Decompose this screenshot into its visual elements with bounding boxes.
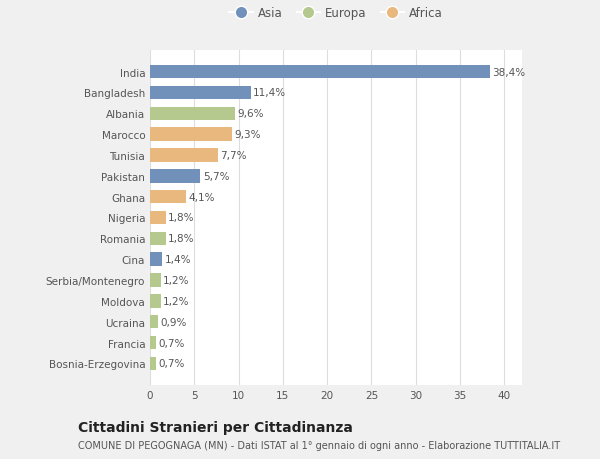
Text: 9,6%: 9,6% [237,109,264,119]
Bar [150,315,158,329]
Text: 1,2%: 1,2% [163,275,190,285]
Bar [150,336,156,350]
Text: 5,7%: 5,7% [203,172,229,181]
Bar [150,170,200,183]
Bar [150,66,490,79]
Legend: Asia, Europa, Africa: Asia, Europa, Africa [224,3,448,25]
Bar [150,86,251,100]
Bar [150,128,232,142]
Text: 38,4%: 38,4% [493,67,526,78]
Bar [150,294,161,308]
Text: 0,7%: 0,7% [158,338,185,348]
Bar [150,274,161,287]
Text: Cittadini Stranieri per Cittadinanza: Cittadini Stranieri per Cittadinanza [78,420,353,434]
Bar [150,232,166,246]
Text: COMUNE DI PEGOGNAGA (MN) - Dati ISTAT al 1° gennaio di ogni anno - Elaborazione : COMUNE DI PEGOGNAGA (MN) - Dati ISTAT al… [78,440,560,450]
Bar [150,149,218,162]
Text: 0,7%: 0,7% [158,358,185,369]
Bar [150,357,156,370]
Bar [150,107,235,121]
Text: 1,4%: 1,4% [164,255,191,264]
Text: 1,8%: 1,8% [168,213,194,223]
Bar [150,253,163,266]
Text: 0,9%: 0,9% [160,317,187,327]
Text: 11,4%: 11,4% [253,88,286,98]
Bar [150,211,166,225]
Text: 9,3%: 9,3% [235,130,261,140]
Bar [150,190,187,204]
Text: 7,7%: 7,7% [220,151,247,161]
Text: 1,8%: 1,8% [168,234,194,244]
Text: 1,2%: 1,2% [163,296,190,306]
Text: 4,1%: 4,1% [188,192,215,202]
